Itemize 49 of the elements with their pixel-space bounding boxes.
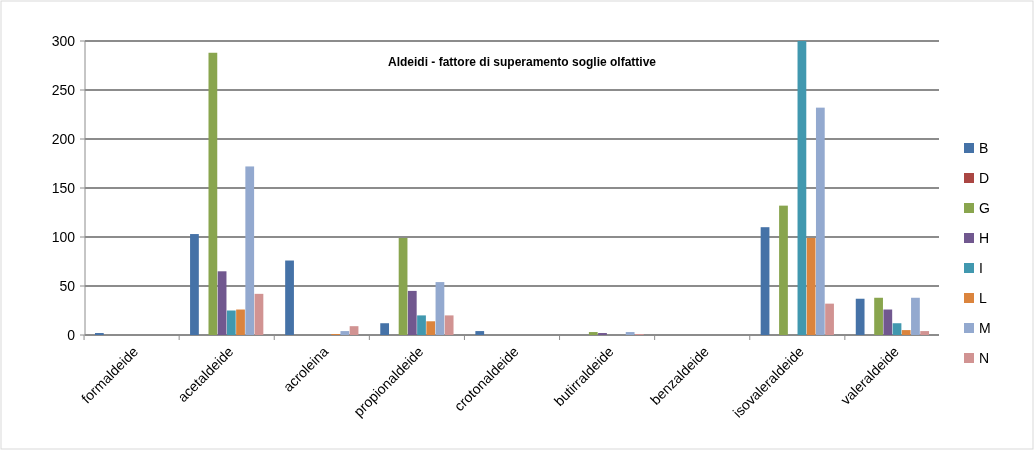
bar — [920, 331, 930, 335]
bar — [285, 260, 294, 335]
bar — [407, 290, 417, 335]
bar — [806, 237, 816, 335]
bar — [340, 331, 350, 335]
legend-label: D — [979, 169, 990, 186]
bar — [911, 297, 920, 335]
bar — [236, 309, 245, 335]
bar — [760, 227, 770, 335]
bar — [426, 321, 436, 335]
bar — [892, 323, 902, 335]
y-tick-label: 100 — [51, 228, 76, 245]
bar — [417, 315, 426, 335]
legend-label: L — [979, 289, 987, 306]
bar — [901, 330, 911, 335]
bar — [254, 293, 264, 335]
bar — [208, 52, 218, 335]
bar — [226, 310, 236, 335]
bar — [797, 41, 807, 335]
bar — [190, 234, 199, 335]
bar — [398, 237, 408, 335]
y-tick-label: 250 — [51, 81, 76, 98]
y-tick-label: 150 — [51, 179, 76, 196]
bar — [855, 298, 865, 335]
bar — [349, 326, 359, 335]
legend-label: H — [979, 229, 990, 246]
legend-label: B — [979, 139, 989, 156]
bar — [475, 331, 485, 335]
bar — [588, 332, 598, 335]
bar — [245, 166, 255, 335]
text: Aldeidi - fattore di superamento soglie olfattive — [387, 55, 657, 69]
y-tick-label: 300 — [51, 32, 76, 49]
legend-label: N — [979, 349, 990, 366]
bar — [815, 107, 825, 335]
y-tick-label: 50 — [59, 277, 76, 294]
legend-label: G — [979, 199, 990, 216]
y-tick-label: 200 — [51, 130, 76, 147]
legend-label: I — [979, 259, 983, 276]
bar — [444, 315, 454, 335]
legend-label: M — [979, 319, 991, 336]
bar — [217, 271, 227, 335]
bar — [825, 303, 834, 335]
bar — [874, 297, 883, 335]
bar — [779, 205, 788, 335]
bar — [380, 323, 390, 335]
bar — [883, 309, 893, 335]
bar — [625, 332, 635, 335]
bar — [435, 282, 445, 335]
y-tick-label: 0 — [67, 326, 76, 343]
